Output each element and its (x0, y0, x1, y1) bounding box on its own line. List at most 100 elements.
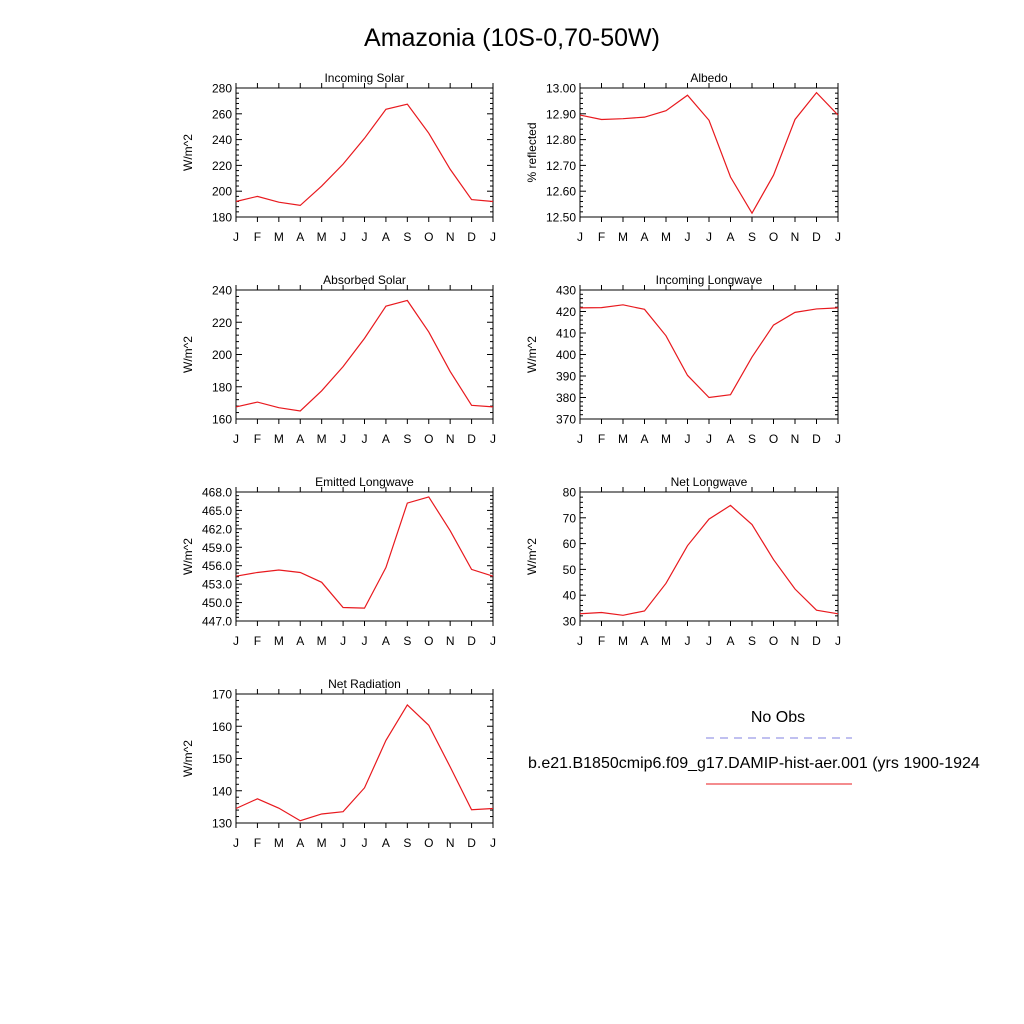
legend: No Obs b.e21.B1850cmip6.f09_g17.DAMIP-hi… (528, 709, 980, 785)
x-tick-label: J (233, 836, 239, 850)
plot-frame (235, 693, 494, 824)
x-tick-label: J (362, 634, 368, 648)
x-tick-label: N (446, 634, 455, 648)
legend-model-label: b.e21.B1850cmip6.f09_g17.DAMIP-hist-aer.… (528, 755, 980, 772)
x-tick-label: J (706, 230, 712, 244)
y-tick-label: 390 (556, 370, 576, 384)
x-tick-label: J (835, 634, 841, 648)
y-tick-label: 60 (563, 537, 577, 551)
x-tick-label: O (424, 634, 433, 648)
x-tick-label: N (791, 230, 800, 244)
y-tick-label: 160 (212, 413, 232, 427)
x-tick-label: M (274, 836, 284, 850)
panel-title: Absorbed Solar (323, 273, 406, 287)
y-tick-label: 130 (212, 817, 232, 831)
x-tick-label: M (618, 432, 628, 446)
y-tick-label: 410 (556, 327, 576, 341)
y-tick-label: 450.0 (202, 596, 232, 610)
y-tick-label: 12.50 (546, 211, 576, 225)
y-tick-label: 260 (212, 107, 232, 121)
y-tick-label: 400 (556, 348, 576, 362)
x-tick-label: J (233, 634, 239, 648)
y-tick-label: 200 (212, 348, 232, 362)
x-tick-label: N (446, 836, 455, 850)
x-tick-label: A (382, 432, 390, 446)
x-tick-label: D (467, 432, 476, 446)
y-tick-label: 180 (212, 211, 232, 225)
x-tick-label: F (598, 634, 605, 648)
x-tick-label: F (598, 230, 605, 244)
x-tick-label: J (362, 836, 368, 850)
x-tick-label: J (577, 432, 583, 446)
x-tick-label: J (490, 634, 496, 648)
x-tick-label: S (403, 432, 411, 446)
panel-incoming-longwave: Incoming Longwave W/m^2 370 380 390 400 410 420… (525, 273, 841, 446)
x-tick-label: M (661, 230, 671, 244)
x-tick-label: D (467, 836, 476, 850)
x-tick-label: N (446, 432, 455, 446)
y-tick-label: 447.0 (202, 615, 232, 629)
y-tick-label: 40 (563, 589, 577, 603)
x-tick-label: F (598, 432, 605, 446)
y-axis-label: W/m^2 (525, 538, 539, 575)
x-tick-label: O (769, 432, 778, 446)
y-tick-label: 220 (212, 159, 232, 173)
plot-frame (579, 289, 839, 420)
panel-albedo: Albedo % reflected 12.50 12.60 12.70 12.80 12.… (525, 71, 841, 244)
plot-frame (235, 289, 494, 420)
y-tick-label: 70 (563, 511, 577, 525)
x-tick-label: J (490, 230, 496, 244)
plot-frame (579, 87, 839, 218)
x-tick-label: A (382, 836, 390, 850)
y-tick-label: 80 (563, 486, 577, 500)
panel-title: Incoming Longwave (656, 273, 763, 287)
legend-obs-label: No Obs (751, 709, 805, 726)
x-tick-label: A (726, 634, 734, 648)
y-tick-label: 30 (563, 615, 577, 629)
x-tick-label: J (835, 230, 841, 244)
y-axis-label: W/m^2 (181, 336, 195, 373)
x-tick-label: J (706, 634, 712, 648)
x-tick-label: F (254, 634, 261, 648)
y-tick-label: 462.0 (202, 522, 232, 536)
x-tick-label: M (618, 230, 628, 244)
x-tick-label: A (640, 432, 648, 446)
x-tick-label: J (340, 432, 346, 446)
y-tick-label: 160 (212, 720, 232, 734)
y-axis-label: W/m^2 (525, 336, 539, 373)
x-tick-label: J (340, 230, 346, 244)
y-tick-label: 12.90 (546, 107, 576, 121)
x-tick-label: J (706, 432, 712, 446)
y-tick-label: 12.70 (546, 159, 576, 173)
x-tick-label: J (340, 634, 346, 648)
y-tick-label: 240 (212, 284, 232, 298)
x-tick-label: D (467, 230, 476, 244)
x-tick-label: M (661, 634, 671, 648)
series-line-model (579, 91, 839, 215)
series-line-model (235, 103, 494, 207)
y-axis-label: W/m^2 (181, 740, 195, 777)
x-tick-label: A (382, 230, 390, 244)
series-line-model (235, 299, 494, 412)
x-tick-label: J (577, 634, 583, 648)
x-tick-label: J (577, 230, 583, 244)
panel-title: Emitted Longwave (315, 475, 414, 489)
figure-title: Amazonia (10S-0,70-50W) (364, 24, 660, 52)
x-tick-label: A (640, 230, 648, 244)
x-tick-label: N (446, 230, 455, 244)
x-tick-label: J (362, 432, 368, 446)
x-tick-label: N (791, 432, 800, 446)
y-axis-label: W/m^2 (181, 538, 195, 575)
x-tick-label: J (490, 836, 496, 850)
y-tick-label: 420 (556, 305, 576, 319)
x-tick-label: M (317, 230, 327, 244)
y-tick-label: 456.0 (202, 559, 232, 573)
x-tick-label: M (317, 836, 327, 850)
x-tick-label: D (467, 634, 476, 648)
x-tick-label: O (424, 230, 433, 244)
x-tick-label: M (274, 230, 284, 244)
x-tick-label: J (835, 432, 841, 446)
